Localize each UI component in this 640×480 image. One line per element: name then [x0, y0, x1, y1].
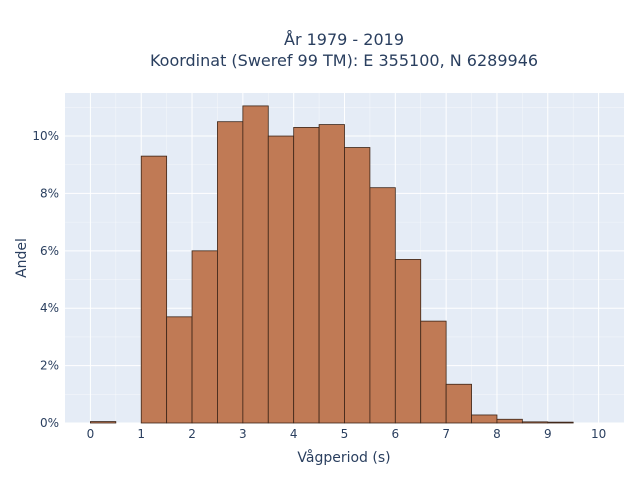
histogram-bar	[318, 124, 345, 424]
histogram-bar	[420, 320, 447, 424]
y-tick-label: 10%	[32, 129, 59, 143]
x-axis-ticks: 0 1 2 3 4 5 6 7 8 9 10	[87, 427, 607, 441]
x-tick-label: 9	[544, 427, 552, 441]
histogram-bar	[394, 259, 422, 424]
x-tick-label: 4	[290, 427, 298, 441]
histogram-bar	[293, 127, 320, 424]
x-axis-title: Vågperiod (s)	[297, 449, 390, 466]
chart-title-line-1: År 1979 - 2019	[284, 30, 404, 49]
x-tick-label: 3	[239, 427, 247, 441]
chart-title-line-2: Koordinat (Sweref 99 TM): E 355100, N 62…	[150, 51, 538, 70]
x-tick-label: 2	[188, 427, 196, 441]
histogram-bar	[471, 414, 498, 424]
histogram-bar	[445, 383, 472, 424]
histogram-bar	[496, 418, 523, 424]
x-tick-label: 0	[87, 427, 95, 441]
y-tick-label: 2%	[40, 359, 59, 373]
histogram-bar	[547, 421, 574, 424]
y-tick-label: 6%	[40, 244, 59, 258]
histogram-bar	[369, 187, 396, 424]
x-tick-label: 1	[137, 427, 145, 441]
x-tick-label: 5	[341, 427, 349, 441]
histogram-bar	[217, 121, 244, 424]
histogram-bar	[344, 147, 371, 424]
y-axis-title: Andel	[14, 238, 30, 278]
y-axis-ticks: 0% 2% 4% 6% 8% 10%	[32, 129, 59, 430]
x-tick-label: 10	[591, 427, 606, 441]
histogram-bar	[140, 155, 168, 424]
histogram-bars	[90, 105, 574, 424]
histogram-bar	[242, 105, 269, 424]
histogram-bar	[90, 421, 117, 424]
y-tick-label: 4%	[40, 301, 59, 315]
x-tick-label: 6	[391, 427, 399, 441]
x-tick-label: 8	[493, 427, 501, 441]
histogram-bar	[191, 250, 218, 424]
histogram-bar	[166, 316, 193, 424]
histogram-bar	[267, 135, 295, 424]
y-tick-label: 8%	[40, 186, 59, 200]
y-tick-label: 0%	[40, 416, 59, 430]
histogram-bar	[521, 421, 549, 424]
x-tick-label: 7	[442, 427, 450, 441]
